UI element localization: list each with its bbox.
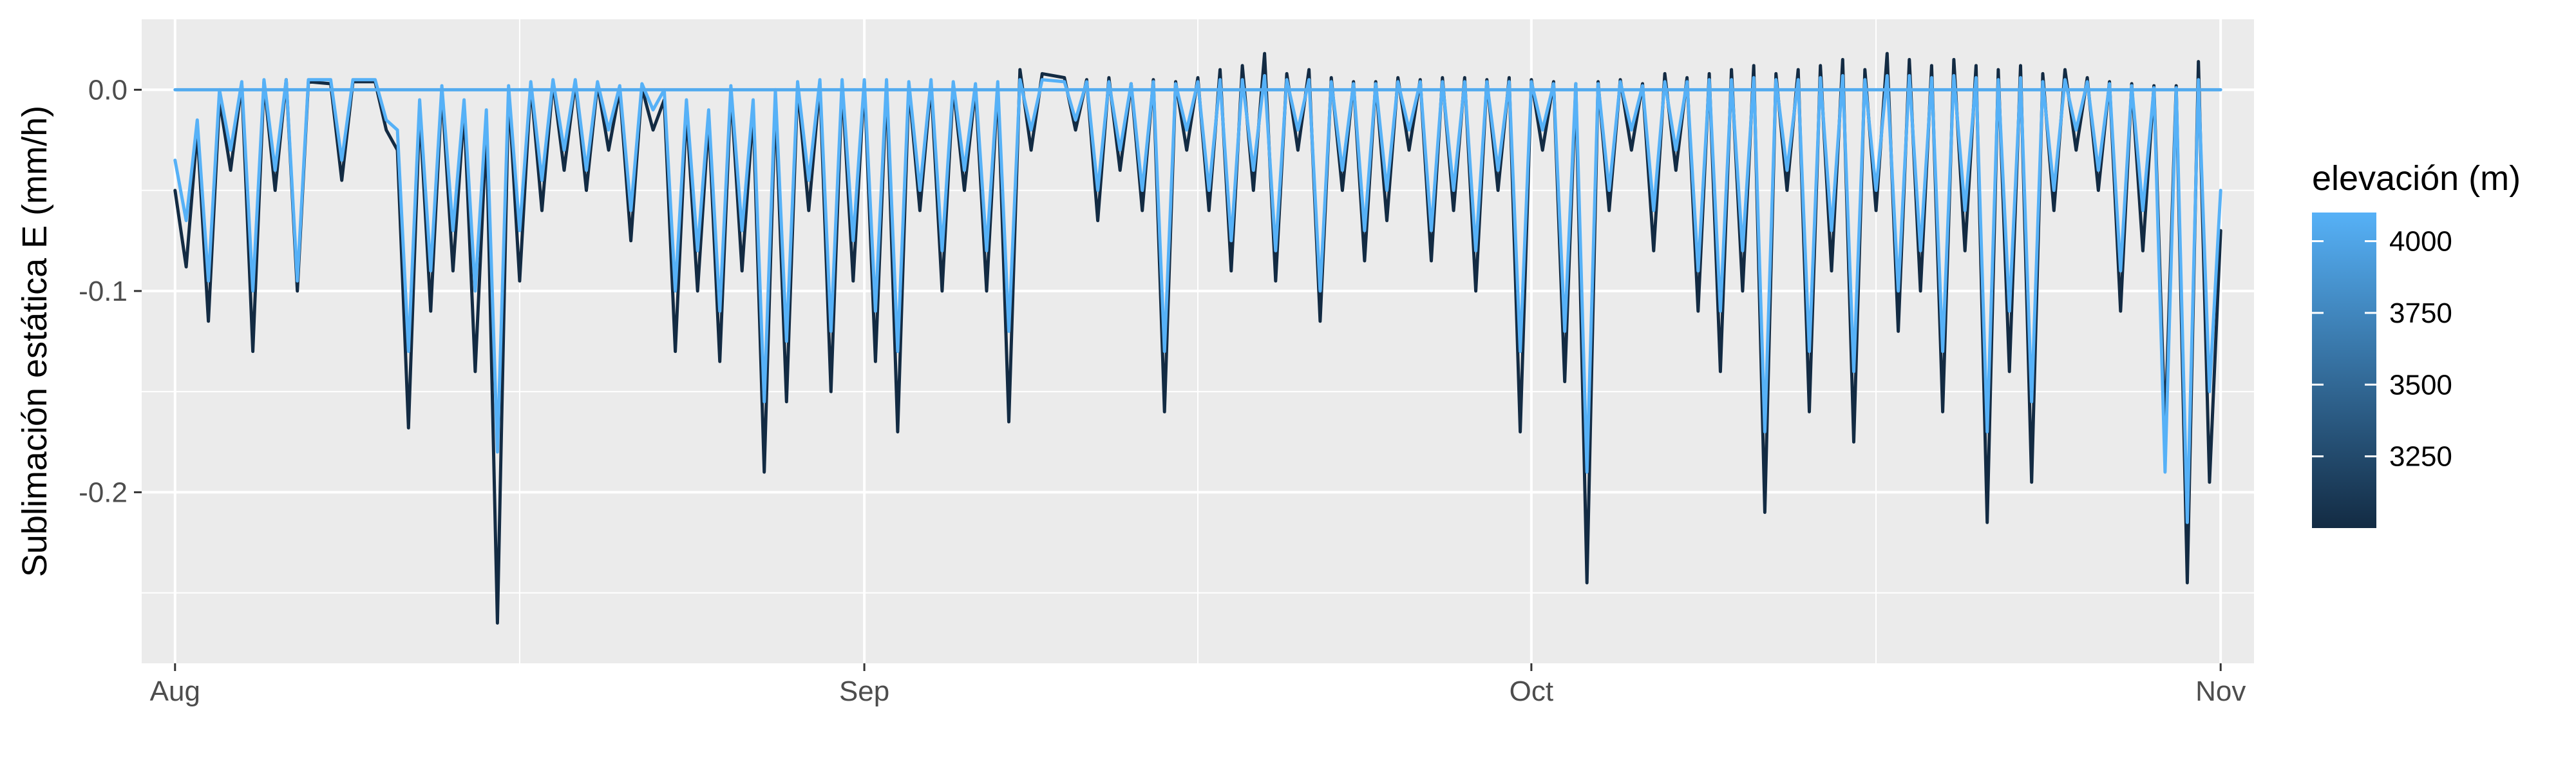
legend: elevación (m) 4000 3750 3500 3250 [2312,159,2521,528]
legend-colorbar [2312,213,2376,528]
legend-tick-label: 3250 [2389,441,2452,473]
legend-tick-label: 4000 [2389,226,2452,258]
x-tick-label: Sep [839,676,889,707]
y-axis-title: Sublimación estática E (mm/h) [15,106,54,577]
legend-tick-label: 3750 [2389,298,2452,329]
y-tick-label: -0.1 [79,276,128,307]
legend-ticks: 4000 3750 3500 3250 [2312,226,2452,473]
x-tick-label: Nov [2195,676,2246,707]
x-tick-label: Oct [1510,676,1553,707]
axis-layer: 0.0 -0.1 -0.2 Aug Sep Oct Nov [79,74,2246,707]
legend-title: elevación (m) [2312,159,2521,198]
legend-tick-label: 3500 [2389,369,2452,401]
series-layer [173,52,2222,625]
y-tick-label: 0.0 [88,74,128,106]
x-tick-label: Aug [150,676,200,707]
series-line-1 [173,74,2222,524]
y-tick-label: -0.2 [79,477,128,508]
